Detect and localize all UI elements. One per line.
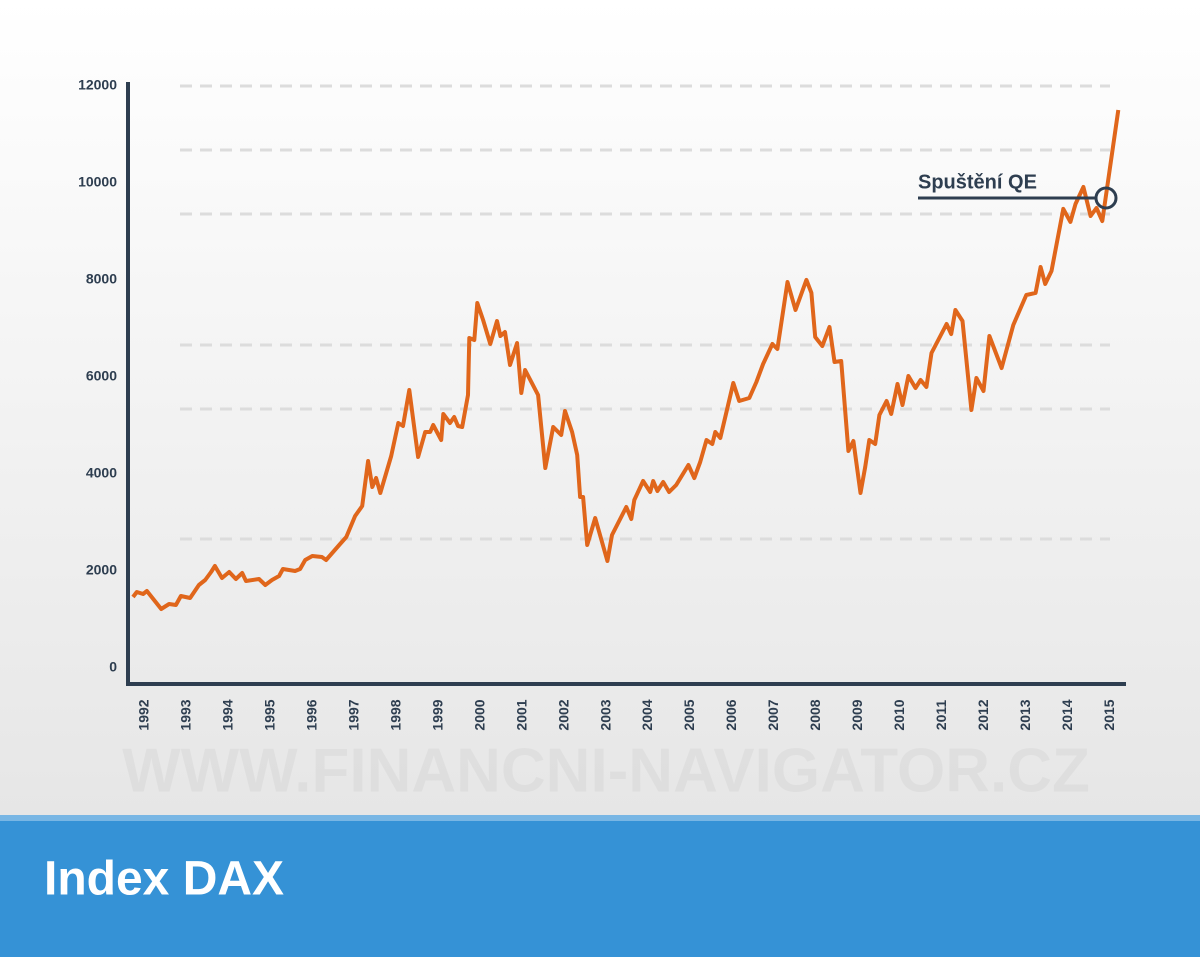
x-tick-label: 2005 <box>681 699 697 730</box>
x-tick-label: 2006 <box>723 699 739 730</box>
x-tick-label: 2002 <box>555 699 571 730</box>
annotation-marker <box>1094 186 1118 210</box>
annotation: Spuštění QE <box>918 171 1037 193</box>
x-tick-label: 1995 <box>261 699 277 730</box>
y-tick-label: 10000 <box>78 174 117 190</box>
footer-stripe <box>0 815 1200 821</box>
x-tick-label: 2014 <box>1059 699 1075 730</box>
x-tick-label: 1994 <box>219 699 235 730</box>
footer <box>0 821 1200 957</box>
x-tick-label: 2010 <box>891 699 907 730</box>
y-tick-label: 0 <box>109 659 117 675</box>
y-tick-label: 6000 <box>86 368 117 384</box>
x-tick-label: 2008 <box>807 699 823 730</box>
watermark: WWW.FINANCNI-NAVIGATOR.CZ <box>122 736 1090 805</box>
x-tick-label: 2007 <box>765 699 781 730</box>
x-tick-label: 2000 <box>471 699 487 730</box>
decor-grid <box>180 84 1110 541</box>
x-tick-label: 1992 <box>135 699 151 730</box>
x-tick-label: 2001 <box>513 699 529 730</box>
x-tick-label: 2003 <box>597 699 613 730</box>
x-tick-label: 1993 <box>177 699 193 730</box>
x-tick-label: 1998 <box>387 699 403 730</box>
y-tick-label: 2000 <box>86 562 117 578</box>
y-tick-label: 4000 <box>86 465 117 481</box>
x-tick-label: 2012 <box>975 699 991 730</box>
x-tick-label: 2013 <box>1017 699 1033 730</box>
x-tick-label: 1996 <box>303 699 319 730</box>
x-tick-label: 2009 <box>849 699 865 730</box>
y-tick-label: 8000 <box>86 271 117 287</box>
x-tick-label: 1997 <box>345 699 361 730</box>
x-tick-label: 2004 <box>639 699 655 730</box>
plot <box>131 109 1121 611</box>
chart-title: Index DAX <box>44 853 284 906</box>
x-tick-label: 2011 <box>933 700 949 731</box>
x-tick-label: 2015 <box>1101 699 1117 730</box>
x-tick-label: 1999 <box>429 699 445 730</box>
line <box>131 109 1121 611</box>
y-tick-label: 12000 <box>78 77 117 93</box>
